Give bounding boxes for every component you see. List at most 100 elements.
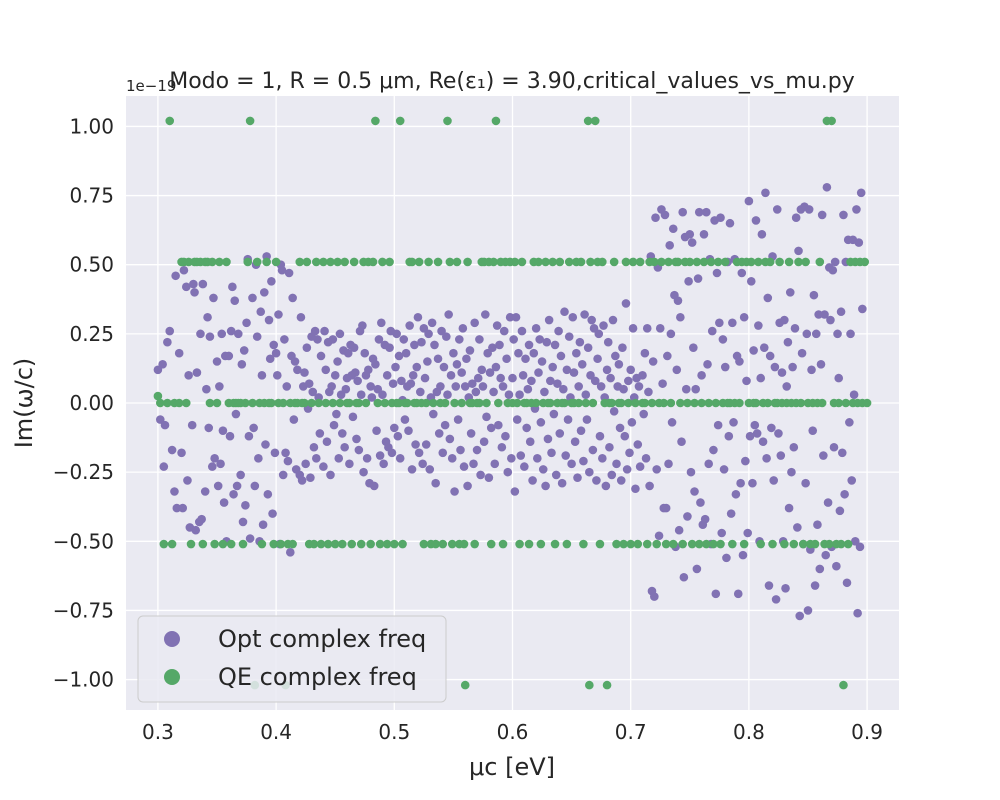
data-point: [167, 445, 177, 455]
data-point: [697, 371, 706, 380]
data-point: [654, 531, 664, 541]
data-point: [327, 382, 336, 391]
data-point: [304, 379, 314, 388]
data-point: [703, 359, 712, 369]
data-point: [782, 382, 792, 391]
data-point: [504, 390, 514, 400]
data-point: [615, 423, 625, 433]
data-point: [458, 324, 468, 333]
data-point: [588, 445, 598, 455]
data-point: [354, 445, 364, 455]
data-point: [204, 423, 214, 433]
data-point: [585, 680, 594, 690]
data-point: [475, 398, 484, 408]
data-point: [797, 348, 807, 358]
data-point: [159, 462, 169, 471]
data-point: [624, 398, 633, 408]
data-point: [379, 459, 388, 469]
data-point: [351, 368, 360, 377]
data-point: [499, 326, 509, 336]
data-point: [482, 398, 491, 408]
data-point: [242, 318, 251, 328]
data-point: [807, 365, 816, 375]
data-point: [397, 376, 406, 386]
data-point: [560, 398, 569, 408]
data-point: [568, 312, 578, 322]
data-point: [576, 426, 586, 435]
data-point: [650, 592, 659, 601]
data-point: [621, 299, 631, 308]
data-point: [716, 213, 725, 222]
data-point: [700, 514, 710, 524]
data-point: [694, 207, 704, 217]
data-point: [198, 539, 208, 549]
data-point: [694, 539, 704, 549]
data-point: [245, 534, 255, 543]
data-point: [348, 412, 358, 422]
y-offset-label: 1e−19: [126, 77, 176, 95]
data-point: [248, 293, 257, 303]
data-point: [531, 398, 541, 408]
data-point: [243, 257, 253, 267]
data-point: [794, 257, 803, 267]
data-point: [289, 415, 299, 424]
data-point: [494, 398, 503, 408]
data-point: [777, 368, 787, 377]
data-point: [378, 390, 387, 400]
data-point: [226, 326, 236, 336]
data-point: [663, 351, 672, 361]
data-point: [259, 288, 269, 297]
data-point: [817, 210, 827, 220]
data-point: [334, 454, 344, 463]
data-point: [645, 481, 654, 491]
data-point: [673, 257, 683, 267]
data-point: [338, 429, 347, 438]
data-point: [252, 257, 262, 267]
data-point: [320, 326, 329, 336]
data-point: [460, 382, 470, 391]
data-point: [241, 501, 250, 510]
data-point: [309, 539, 319, 549]
data-point: [410, 340, 419, 350]
data-point: [735, 357, 744, 366]
data-point: [743, 528, 753, 538]
data-point: [561, 451, 570, 460]
data-point: [769, 476, 779, 485]
data-point: [770, 362, 780, 372]
data-point: [718, 335, 728, 344]
data-point: [382, 539, 392, 549]
data-point: [709, 539, 718, 549]
data-point: [492, 321, 502, 330]
data-point: [524, 539, 534, 549]
data-point: [843, 539, 853, 549]
data-point: [420, 373, 430, 383]
data-point: [174, 398, 184, 408]
data-point: [764, 581, 774, 590]
data-point: [300, 398, 309, 408]
data-point: [316, 351, 326, 361]
data-point: [382, 371, 392, 380]
data-point: [816, 359, 826, 369]
data-point: [377, 318, 386, 328]
data-point: [744, 196, 754, 206]
data-point: [417, 337, 426, 347]
data-point: [839, 680, 848, 690]
data-point: [724, 431, 734, 441]
data-point: [218, 426, 228, 435]
data-point: [576, 257, 586, 267]
data-point: [634, 382, 644, 391]
data-point: [585, 467, 594, 477]
data-point: [252, 332, 262, 341]
data-point: [579, 539, 588, 549]
data-point: [592, 476, 601, 485]
data-point: [664, 257, 673, 267]
data-point: [633, 539, 643, 549]
data-point: [387, 448, 397, 458]
data-point: [460, 680, 470, 690]
data-point: [319, 257, 328, 267]
y-tick-label: 0.75: [69, 184, 114, 208]
data-point: [702, 207, 711, 217]
data-point: [446, 371, 456, 380]
data-point: [556, 351, 566, 361]
